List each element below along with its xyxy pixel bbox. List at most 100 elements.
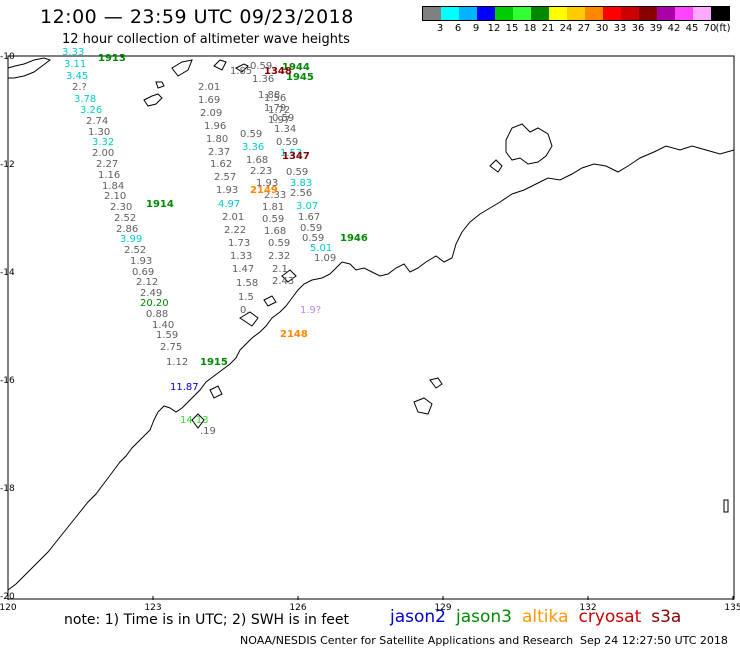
wave-height-value: 3.26 xyxy=(80,105,102,116)
legend-swatch xyxy=(495,7,513,20)
wave-height-value: 2.? xyxy=(72,82,87,93)
wave-height-readings: 3.333.113.452.?3.783.262.741.303.322.002… xyxy=(62,47,336,437)
wave-height-value: 3.32 xyxy=(92,137,114,148)
legend-swatch xyxy=(459,7,477,20)
wave-height-value: 1.59 xyxy=(156,330,178,341)
legend-swatch xyxy=(675,7,693,20)
wave-height-value: 1.12 xyxy=(166,357,188,368)
lon-tick-label: 123 xyxy=(144,603,161,613)
legend-swatch xyxy=(531,7,549,20)
coastline-island-4 xyxy=(213,59,227,71)
lat-tick-label: -10 xyxy=(0,52,15,62)
legend-swatch xyxy=(639,7,657,20)
wave-height-value: 1.40 xyxy=(152,320,174,331)
pass-time-label: 1944 xyxy=(282,62,310,73)
wave-height-value: 1.47 xyxy=(232,264,254,275)
wave-height-value: 2.33 xyxy=(264,190,286,201)
coastline-tiwi xyxy=(505,123,553,165)
legend-label: 42 xyxy=(667,23,681,34)
coastline-island-6 xyxy=(489,159,503,173)
wave-height-value: 1.56 xyxy=(264,93,286,104)
wave-height-value: 0.59 xyxy=(250,61,272,72)
legend-label: 12 xyxy=(487,23,501,34)
legend-label: 36 xyxy=(631,23,645,34)
legend-label: 21 xyxy=(541,23,555,34)
legend-swatch xyxy=(513,7,531,20)
legend-unit: (ft) xyxy=(715,23,731,34)
wave-height-value: 2.75 xyxy=(160,342,182,353)
wave-height-value: 1.68 xyxy=(246,155,268,166)
legend-label: 15 xyxy=(505,23,519,34)
wave-height-value: 1.93 xyxy=(130,256,152,267)
lon-tick-label: 120 xyxy=(0,603,17,613)
lon-tick-label: 135 xyxy=(724,603,740,613)
pass-time-label: 1946 xyxy=(340,233,368,244)
lon-tick-label: 129 xyxy=(434,603,451,613)
coastline-island-2 xyxy=(155,81,165,89)
legend-label: 24 xyxy=(559,23,573,34)
legend-swatch xyxy=(549,7,567,20)
wave-height-value: 1.34 xyxy=(274,124,296,135)
wave-height-value: 5.01 xyxy=(310,243,332,254)
satellite-legend: jason2 jason3 altika cryosat s3a xyxy=(390,607,691,627)
wave-height-value: 0. xyxy=(240,305,250,316)
wave-height-value: 2.00 xyxy=(92,148,114,159)
pass-time-label: 2148 xyxy=(280,329,308,340)
wave-height-value: 0.59 xyxy=(262,214,284,225)
coastline xyxy=(7,57,735,591)
legend-label: 18 xyxy=(523,23,537,34)
legend-label: 9 xyxy=(472,23,480,34)
legend-labels: 3 6 9 12 15 18 21 24 27 30 33 36 39 42 45 70 (ft) xyxy=(422,21,731,35)
wave-height-value: 2.01 xyxy=(198,82,220,93)
map-subtitle: 12 hour collection of altimeter wave hei… xyxy=(62,32,350,47)
wave-height-value: 2.22 xyxy=(224,225,246,236)
wave-height-value: 2.37 xyxy=(208,147,230,158)
wave-height-value: 2.30 xyxy=(110,202,132,213)
wave-height-value: 2.56 xyxy=(290,188,312,199)
wave-height-value: 14.13 xyxy=(180,415,209,426)
satellite-name: s3a xyxy=(651,607,682,627)
pass-time-label: 1945 xyxy=(286,72,314,83)
lon-tick-label: 132 xyxy=(579,603,596,613)
wave-height-value: 0.59 xyxy=(302,233,324,244)
wave-height-value: 1.16 xyxy=(98,170,120,181)
coastline-island-9 xyxy=(281,269,297,283)
coastline-island-1 xyxy=(143,93,163,107)
wave-height-value: 2.43 xyxy=(272,276,294,287)
wave-height-value: 2.10 xyxy=(104,191,126,202)
coastline-island-5 xyxy=(235,63,249,73)
wave-height-value: 1.93 xyxy=(256,178,278,189)
wave-height-value: 0.69 xyxy=(132,267,154,278)
wave-height-value: 3.99 xyxy=(120,234,142,245)
wave-height-value: 0.59 xyxy=(272,113,294,124)
wave-height-value: 2.52 xyxy=(114,213,136,224)
wave-height-value: 1.33 xyxy=(230,251,252,262)
wave-height-value: 2.49 xyxy=(140,288,162,299)
legend-label: 70 xyxy=(703,23,717,34)
wave-height-value: 1.93 xyxy=(216,185,238,196)
wave-height-value: 1.30 xyxy=(88,127,110,138)
wave-height-value: 1.9? xyxy=(300,305,321,316)
legend-swatch xyxy=(621,7,639,20)
wave-height-value: 2.74 xyxy=(86,116,108,127)
wave-height-value: 1.73 xyxy=(228,238,250,249)
pass-time-label: 1915 xyxy=(200,357,228,368)
wave-height-value: 1.5 xyxy=(238,292,254,303)
coastline-island-13 xyxy=(429,377,443,389)
pass-time-label: 1347 xyxy=(282,151,310,162)
wave-height-value: 3.36 xyxy=(242,142,264,153)
coastline-island-7 xyxy=(239,311,259,327)
legend-label: 45 xyxy=(685,23,699,34)
legend-label: 27 xyxy=(577,23,591,34)
wave-height-value: 2.52 xyxy=(124,245,146,256)
wave-height-value: 1.62 xyxy=(210,159,232,170)
coastline-island-8 xyxy=(263,295,277,307)
legend-swatch xyxy=(693,7,711,20)
legend-swatch xyxy=(603,7,621,20)
generation-timestamp: Sep 24 12:27:50 UTC 2018 xyxy=(580,634,728,647)
wave-height-value: 2.32 xyxy=(268,251,290,262)
lon-tick-label: 126 xyxy=(289,603,306,613)
legend-label: 6 xyxy=(454,23,462,34)
